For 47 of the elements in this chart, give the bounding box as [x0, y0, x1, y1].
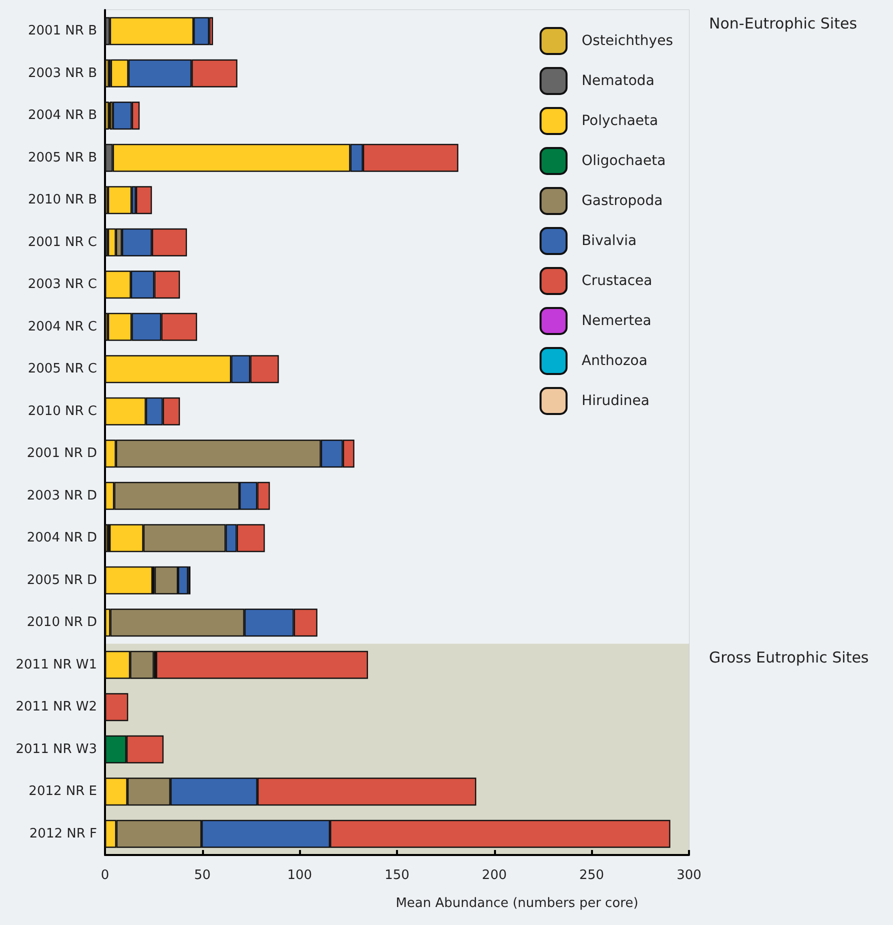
x-tick-label: 150 — [384, 868, 410, 883]
x-tick-label: 0 — [100, 868, 110, 883]
band-label: Gross Eutrophic Sites — [709, 648, 869, 666]
bar — [105, 693, 128, 722]
legend-label: Osteichthyes — [582, 33, 674, 49]
y-tick-label: 2001 NR C — [28, 234, 97, 250]
y-tick-label: 2004 NR C — [28, 319, 97, 334]
legend-label: Nemertea — [582, 313, 652, 329]
bar — [108, 186, 132, 214]
y-tick-label: 2003 NR D — [26, 488, 97, 504]
y-tick-label: 2012 NR F — [29, 826, 97, 842]
y-tick-label: 2005 NR B — [28, 150, 97, 166]
legend-label: Crustacea — [582, 273, 652, 289]
bar — [105, 102, 109, 130]
y-tick-label: 2005 NR C — [28, 362, 97, 377]
y-tick-label: 2011 NR W1 — [16, 657, 97, 672]
y-tick-label: 2003 NR B — [28, 66, 97, 81]
x-tick-label: 300 — [676, 868, 702, 883]
y-tick-label: 2010 NR B — [28, 192, 97, 208]
y-tick-label: 2010 NR D — [26, 615, 97, 630]
y-tick-label: 2010 NR C — [28, 404, 97, 419]
legend-label: Polychaeta — [582, 113, 658, 129]
x-tick-label: 250 — [579, 868, 604, 883]
bar — [105, 566, 152, 594]
y-tick-label: 2003 NR C — [28, 277, 97, 292]
x-tick-label: 100 — [287, 868, 312, 883]
legend-label: Hirudinea — [582, 393, 650, 409]
y-tick-label: 2012 NR E — [28, 784, 97, 800]
x-tick-label: 50 — [194, 868, 211, 883]
y-tick-label: 2011 NR W3 — [16, 742, 97, 757]
y-tick-label: 2004 NR B — [28, 108, 97, 124]
legend-label: Nematoda — [582, 73, 654, 89]
legend-label: Anthozoa — [582, 353, 648, 369]
bar — [105, 59, 109, 88]
bar — [156, 650, 368, 679]
y-tick-label: 2004 NR D — [26, 530, 97, 546]
legend-label: Bivalvia — [582, 233, 637, 249]
y-tick-label: 2011 NR W2 — [16, 700, 97, 715]
y-tick-label: 2005 NR D — [26, 572, 97, 588]
bar — [136, 186, 152, 214]
y-tick-label: 2001 NR D — [26, 446, 97, 462]
legend-label: Oligochaeta — [582, 153, 666, 169]
x-axis-title: Mean Abundance (numbers per core) — [396, 896, 638, 911]
y-tick-label: 2001 NR B — [28, 24, 97, 39]
legend-label: Gastropoda — [582, 193, 663, 209]
band-label: Non-Eutrophic Sites — [709, 14, 858, 32]
x-tick-label: 200 — [482, 868, 507, 883]
